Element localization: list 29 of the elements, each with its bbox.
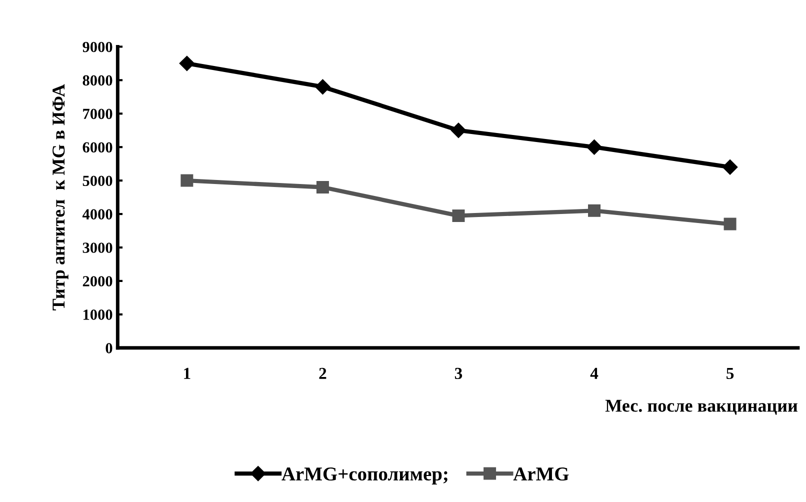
y-tick-label: 2000 [82,276,112,286]
y-tick-label: 7000 [83,108,112,120]
point [452,209,465,222]
y-tick-label: 3000 [82,242,112,253]
point [586,140,602,155]
x-tick-label: 3 [454,368,462,380]
point [315,79,330,94]
y-tick-label: 0 [106,343,112,354]
point [450,122,466,138]
x-tick-label: 5 [726,368,734,380]
point [180,174,194,187]
legend-label: ArMG [513,467,569,481]
y-tick-label: 6000 [82,142,112,153]
point [724,218,736,230]
point [179,56,194,71]
point [316,180,329,194]
y-axis-title: Титр антител к MG в ИФА [52,84,68,310]
x-axis-title: Мес. после вакцинации [605,400,798,415]
point [722,160,738,175]
legend-label: ArMG+сополимер; [282,467,448,484]
y-tick-label: 5000 [82,176,112,186]
y-tick-label: 4000 [82,209,112,220]
y-tick-label: 8000 [82,75,112,86]
y-tick-label: 9000 [82,42,112,52]
y-tick-label: 1000 [83,310,112,320]
x-tick-label: 2 [319,368,326,379]
x-tick-label: 4 [590,368,598,379]
point [588,204,601,217]
x-tick-label: 1 [184,368,190,379]
